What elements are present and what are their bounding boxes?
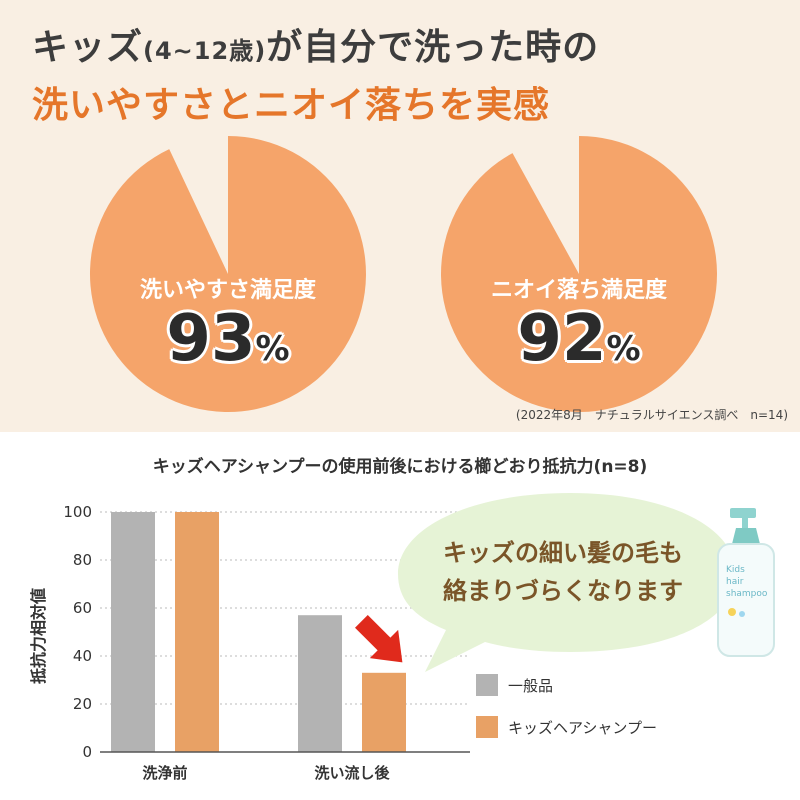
y-tick-label: 20 [73, 695, 92, 713]
bar-kids-1 [362, 672, 406, 752]
pie-value-number: 93 [166, 302, 256, 376]
bar-general-1 [298, 615, 342, 752]
legend-item-general: 一般品 [476, 674, 553, 696]
axes: 0 20 40 60 80 100 洗浄前 洗い流し後 [63, 503, 470, 782]
bar-general-0 [111, 512, 155, 752]
callout-bubble [398, 493, 736, 672]
pie-value-odor: 92% [439, 302, 719, 376]
legend-label-general: 一般品 [508, 676, 554, 695]
pie-slice-wash [89, 136, 366, 413]
y-tick-label: 0 [82, 743, 92, 761]
bar-chart-title: キッズヘアシャンプーの使用前後における櫛どおり抵抗力(n=8) [152, 457, 648, 477]
y-tick-label: 40 [73, 647, 92, 665]
y-tick-label: 80 [73, 551, 92, 569]
bottle-text-1: Kids [726, 565, 745, 575]
legend-item-kids: キッズヘアシャンプー [476, 716, 657, 738]
pie-value-unit: % [255, 329, 290, 369]
callout-text: キッズの細い髪の毛も 絡まりづらくなります [408, 534, 718, 610]
legend-label-kids: キッズヘアシャンプー [508, 718, 657, 737]
pie-svg-wash [89, 136, 366, 413]
pie-value-unit: % [606, 329, 641, 369]
pie-label-odor: ニオイ落ち満足度 [490, 278, 667, 303]
top-section: キッズ(4~12歳)が自分で洗った時の 洗いやすさとニオイ落ちを実感 洗いやすさ… [0, 0, 800, 432]
callout-line2: 絡まりづらくなります [443, 577, 683, 605]
pie-slice-odor [441, 136, 718, 412]
legend-swatch-orange [476, 716, 498, 738]
y-axis-label: 抵抗力相対値 [29, 588, 48, 684]
headline-line1: キッズ(4~12歳)が自分で洗った時の [32, 18, 599, 70]
pie-chart-wash: 洗いやすさ満足度 93% [88, 134, 368, 414]
pie-value-number: 92 [517, 302, 607, 376]
legend-swatch-gray [476, 674, 498, 696]
grid-lines [100, 511, 470, 705]
source-note: (2022年8月 ナチュラルサイエンス調べ n=14) [515, 408, 788, 422]
headline-line2: 洗いやすさとニオイ落ちを実感 [32, 85, 551, 126]
bottle-text-2: hair [726, 577, 744, 587]
x-tick-label: 洗い流し後 [314, 764, 390, 782]
callout-line1: キッズの細い髪の毛も [443, 539, 683, 567]
bars [111, 512, 406, 752]
red-arrow-icon [355, 615, 403, 663]
headline-age: (4~12歳) [143, 37, 267, 65]
y-tick-label: 60 [73, 599, 92, 617]
bar-kids-0 [175, 512, 219, 752]
pie-value-wash: 93% [88, 302, 368, 376]
pie-svg-odor [441, 136, 718, 412]
pie-label-wash: 洗いやすさ満足度 [139, 278, 316, 303]
headline-rest: が自分で洗った時の [266, 27, 600, 68]
y-tick-label: 100 [63, 503, 92, 521]
shampoo-bottle-icon: Kids hair shampoo [717, 508, 775, 657]
headline-kids: キッズ [32, 27, 144, 68]
pie-chart-odor: ニオイ落ち満足度 92% [439, 134, 719, 414]
x-tick-label: 洗浄前 [142, 764, 187, 782]
bottle-text-3: shampoo [726, 589, 768, 599]
